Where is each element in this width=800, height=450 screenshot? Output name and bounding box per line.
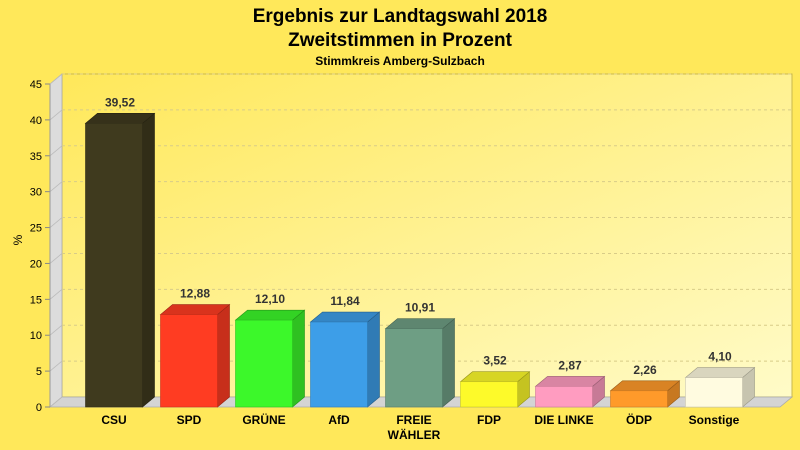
bar-side [292, 309, 305, 408]
data-label: 2,87 [558, 358, 582, 372]
y-axis-label: % [11, 234, 25, 245]
x-tick-label: FREIE [396, 413, 431, 427]
bar-side [217, 303, 230, 408]
data-label: 2,26 [633, 363, 657, 377]
bar-spd: 12,88 SPD [159, 287, 231, 427]
data-label: 3,52 [483, 354, 507, 368]
bar-top [234, 309, 306, 321]
bar-top [609, 380, 681, 392]
y-tick-diag [49, 396, 63, 408]
bar-top [684, 367, 756, 378]
x-tick-label: WÄHLER [388, 427, 441, 442]
bar-front [310, 321, 368, 408]
bar-afd: 11,84 AfD [309, 294, 381, 427]
bar-top [534, 376, 606, 387]
data-label: 12,10 [255, 292, 285, 306]
bar-top [384, 318, 456, 329]
data-label: 10,91 [405, 301, 435, 315]
bar-top [459, 371, 531, 383]
y-tick-diag [49, 181, 63, 192]
y-tick-label: 20 [30, 258, 42, 270]
x-tick-label: DIE LINKE [534, 413, 593, 427]
x-tick-label: Sonstige [689, 413, 740, 427]
bar-sonstige: 4,10 Sonstige [684, 350, 756, 427]
y-tick-label: 25 [30, 223, 42, 235]
y-tick-diag [49, 217, 63, 228]
y-tick-label: 10 [30, 330, 42, 342]
chart-subtitle-2: Stimmkreis Amberg-Sulzbach [315, 54, 485, 68]
y-tick-diag [49, 73, 63, 85]
data-label: 4,10 [708, 350, 732, 364]
bar-front [535, 386, 593, 408]
y-tick-diag [49, 253, 63, 264]
bar-top [309, 311, 381, 323]
y-tick-diag [49, 109, 63, 121]
y-tick-label: 0 [36, 402, 42, 414]
chart-subtitle: Zweitstimmen in Prozent [288, 30, 512, 51]
y-tick-label: 15 [30, 294, 42, 306]
bar-front [85, 123, 143, 408]
bar-front [460, 381, 518, 408]
y-tick-label: 30 [30, 187, 42, 199]
data-label: 12,88 [180, 287, 210, 301]
bar-side [442, 318, 455, 408]
y-tick-diag [49, 324, 63, 336]
x-tick-label: AfD [328, 413, 350, 427]
x-tick-label: CSU [101, 413, 126, 427]
y-tick-diag [49, 360, 63, 372]
x-tick-label: GRÜNE [242, 412, 285, 427]
y-tick-diag [49, 145, 63, 157]
y-tick-label: 45 [30, 79, 42, 91]
bar-top [159, 304, 231, 315]
bar-grüne: 12,10 GRÜNE [234, 292, 306, 427]
y-tick-label: 35 [30, 151, 42, 163]
x-tick-label: SPD [177, 413, 202, 427]
y-tick-diag [49, 289, 63, 300]
bar-top [84, 113, 156, 124]
bar-csu: 39,52 CSU [84, 95, 156, 427]
y-tick-label: 5 [36, 366, 42, 378]
bar-side [367, 311, 380, 408]
bar-front [160, 314, 218, 408]
bar-fdp: 3,52 FDP [459, 354, 531, 427]
bar-front [685, 377, 743, 408]
bar-side [142, 112, 155, 408]
data-label: 11,84 [330, 294, 360, 308]
bar-front [235, 319, 293, 408]
x-tick-label: FDP [477, 413, 501, 427]
y-tick-label: 40 [30, 115, 42, 127]
bar-front [385, 328, 443, 408]
bar-die-linke: 2,87 DIE LINKE [534, 358, 606, 427]
x-tick-label: ÖDP [626, 412, 652, 427]
side-wall [49, 73, 63, 408]
data-label: 39,52 [105, 95, 135, 109]
bar-front [610, 390, 668, 408]
bar-ödp: 2,26 ÖDP [609, 363, 681, 427]
chart-title: Ergebnis zur Landtagswahl 2018 [253, 6, 548, 27]
